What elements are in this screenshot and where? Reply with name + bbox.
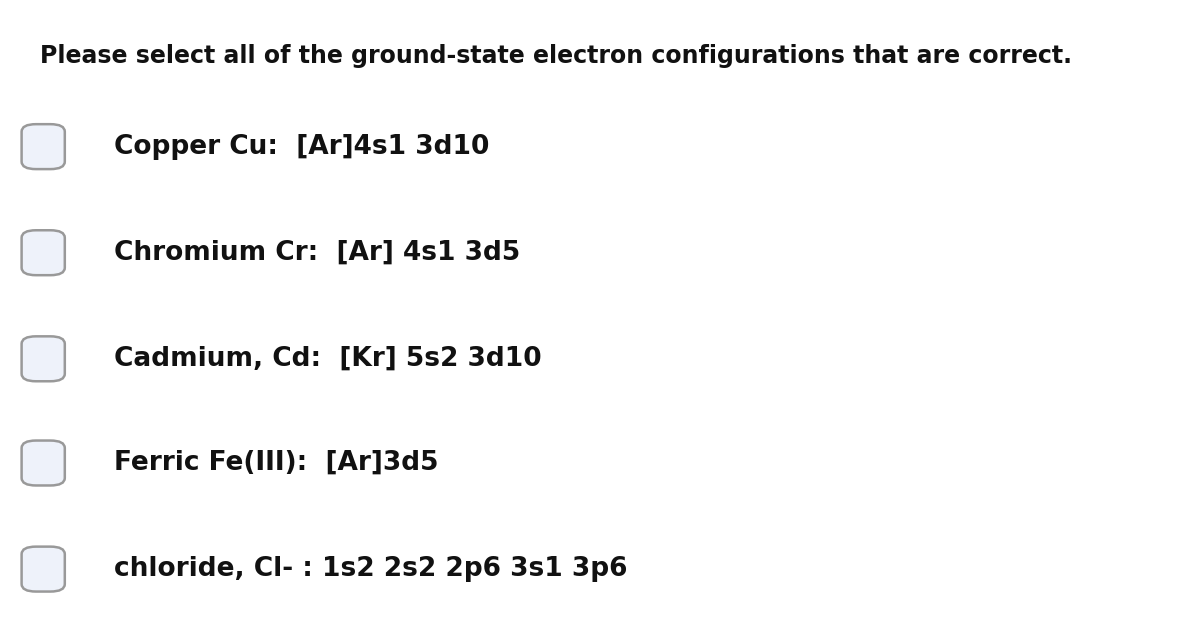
FancyBboxPatch shape	[22, 547, 65, 592]
Text: Cadmium, Cd:  [Kr] 5s2 3d10: Cadmium, Cd: [Kr] 5s2 3d10	[114, 346, 541, 372]
Text: Copper Cu:  [Ar]4s1 3d10: Copper Cu: [Ar]4s1 3d10	[114, 134, 490, 160]
Text: Chromium Cr:  [Ar] 4s1 3d5: Chromium Cr: [Ar] 4s1 3d5	[114, 240, 521, 266]
FancyBboxPatch shape	[22, 230, 65, 275]
Text: Please select all of the ground-state electron configurations that are correct.: Please select all of the ground-state el…	[40, 44, 1072, 67]
FancyBboxPatch shape	[22, 124, 65, 169]
Text: chloride, Cl- : 1s2 2s2 2p6 3s1 3p6: chloride, Cl- : 1s2 2s2 2p6 3s1 3p6	[114, 556, 628, 582]
Text: Ferric Fe(III):  [Ar]3d5: Ferric Fe(III): [Ar]3d5	[114, 450, 438, 476]
FancyBboxPatch shape	[22, 441, 65, 485]
FancyBboxPatch shape	[22, 336, 65, 381]
